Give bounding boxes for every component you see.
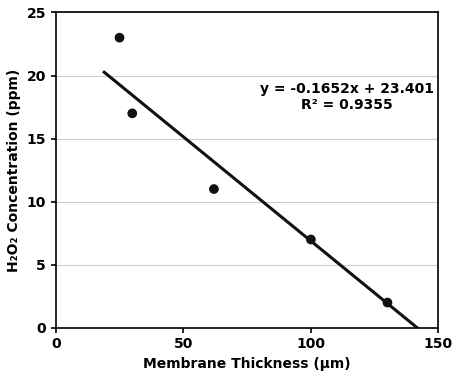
- Point: [210, 186, 217, 192]
- Y-axis label: H₂O₂ Concentration (ppm): H₂O₂ Concentration (ppm): [7, 68, 21, 272]
- Point: [129, 110, 136, 116]
- Point: [383, 299, 390, 305]
- Point: [307, 237, 314, 243]
- Point: [116, 35, 123, 41]
- Text: y = -0.1652x + 23.401
R² = 0.9355: y = -0.1652x + 23.401 R² = 0.9355: [259, 82, 433, 112]
- X-axis label: Membrane Thickness (μm): Membrane Thickness (μm): [143, 357, 350, 371]
